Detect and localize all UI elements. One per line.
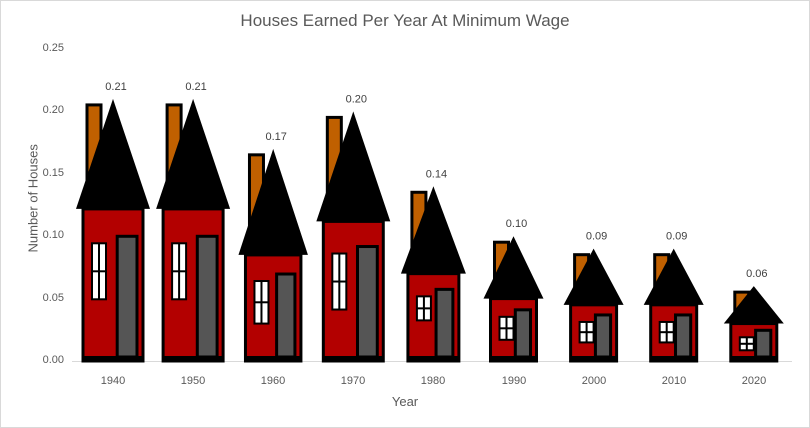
roof bbox=[400, 186, 466, 274]
roof bbox=[156, 98, 231, 209]
data-label: 0.06 bbox=[746, 268, 767, 280]
y-tick: 0.15 bbox=[42, 167, 64, 179]
window-pane bbox=[255, 282, 261, 302]
window-pane bbox=[262, 282, 268, 302]
window-pane bbox=[417, 309, 423, 320]
window-pane bbox=[93, 272, 98, 299]
door bbox=[275, 272, 297, 359]
house-bar: 0.10 bbox=[483, 218, 544, 363]
x-tick: 1980 bbox=[420, 375, 446, 387]
window-pane bbox=[667, 333, 673, 342]
window-pane bbox=[580, 322, 586, 332]
door bbox=[355, 245, 379, 359]
y-tick: 0.10 bbox=[42, 229, 64, 241]
x-tick: 1960 bbox=[260, 375, 286, 387]
house-base bbox=[650, 356, 697, 361]
door bbox=[195, 234, 219, 359]
x-tick: 1990 bbox=[501, 375, 527, 387]
roof bbox=[483, 236, 544, 299]
house-base bbox=[83, 356, 143, 361]
data-label: 0.20 bbox=[346, 93, 367, 105]
house-bar: 0.14 bbox=[400, 168, 466, 363]
window-pane bbox=[660, 322, 666, 332]
window-pane bbox=[507, 317, 513, 328]
house-base bbox=[163, 356, 224, 361]
door bbox=[115, 234, 139, 359]
house-base bbox=[570, 356, 617, 361]
data-label: 0.21 bbox=[185, 81, 206, 93]
window-pane bbox=[500, 329, 506, 339]
door bbox=[674, 313, 693, 359]
door bbox=[434, 287, 455, 359]
x-tick: 1940 bbox=[100, 375, 126, 387]
window-pane bbox=[173, 244, 179, 271]
window-pane bbox=[507, 329, 513, 339]
data-label: 0.17 bbox=[265, 131, 286, 143]
window-pane bbox=[333, 254, 339, 281]
window-pane bbox=[587, 322, 593, 332]
x-tick: 2000 bbox=[581, 375, 607, 387]
window-pane bbox=[660, 333, 666, 342]
window-pane bbox=[747, 344, 753, 350]
window-pane bbox=[93, 244, 98, 271]
data-label: 0.10 bbox=[506, 218, 527, 230]
house-bar: 0.21 bbox=[76, 81, 150, 363]
roof bbox=[563, 248, 624, 305]
chart-title: Houses Earned Per Year At Minimum Wage bbox=[240, 11, 570, 30]
window-pane bbox=[580, 333, 586, 342]
window-pane bbox=[667, 322, 673, 332]
x-tick: 2010 bbox=[661, 375, 687, 387]
y-tick: 0.05 bbox=[42, 292, 64, 304]
window-pane bbox=[587, 333, 593, 342]
house-base bbox=[323, 356, 384, 361]
window-pane bbox=[424, 297, 430, 308]
x-tick: 1970 bbox=[340, 375, 366, 387]
roof bbox=[76, 98, 150, 209]
data-label: 0.09 bbox=[586, 231, 607, 243]
window-pane bbox=[500, 317, 506, 328]
house-base bbox=[245, 356, 301, 361]
house-base bbox=[490, 356, 537, 361]
window-pane bbox=[740, 338, 746, 343]
house-base bbox=[730, 356, 777, 361]
window-pane bbox=[333, 282, 339, 309]
x-tick: 1950 bbox=[180, 375, 206, 387]
house-bar: 0.20 bbox=[316, 93, 391, 363]
window-pane bbox=[262, 303, 268, 323]
window-pane bbox=[255, 303, 261, 323]
door bbox=[513, 308, 533, 359]
window-pane bbox=[340, 254, 346, 281]
x-tick: 2020 bbox=[741, 375, 767, 387]
y-tick: 0.00 bbox=[42, 354, 64, 366]
window-pane bbox=[740, 344, 746, 350]
window-pane bbox=[340, 282, 346, 309]
y-tick: 0.20 bbox=[42, 104, 64, 116]
house-base bbox=[407, 356, 459, 361]
window-pane bbox=[424, 309, 430, 320]
house-bar: 0.09 bbox=[643, 231, 704, 363]
house-bar: 0.17 bbox=[238, 131, 308, 363]
door bbox=[754, 328, 773, 359]
window-pane bbox=[180, 272, 186, 299]
data-label: 0.14 bbox=[426, 168, 447, 180]
house-bar: 0.09 bbox=[563, 231, 624, 363]
roof bbox=[238, 148, 308, 255]
window-pane bbox=[180, 244, 186, 271]
y-tick: 0.25 bbox=[42, 42, 64, 54]
roof bbox=[316, 111, 391, 222]
window-pane bbox=[747, 338, 753, 343]
data-label: 0.21 bbox=[105, 81, 126, 93]
house-bar: 0.06 bbox=[723, 268, 784, 363]
roof bbox=[723, 286, 784, 324]
data-label: 0.09 bbox=[666, 231, 687, 243]
window-pane bbox=[173, 272, 179, 299]
window-pane bbox=[100, 244, 105, 271]
x-axis-label: Year bbox=[391, 394, 419, 409]
roof bbox=[643, 248, 704, 305]
window-pane bbox=[417, 297, 423, 308]
door bbox=[593, 313, 613, 359]
house-bar: 0.21 bbox=[156, 81, 231, 363]
window-pane bbox=[100, 272, 105, 299]
